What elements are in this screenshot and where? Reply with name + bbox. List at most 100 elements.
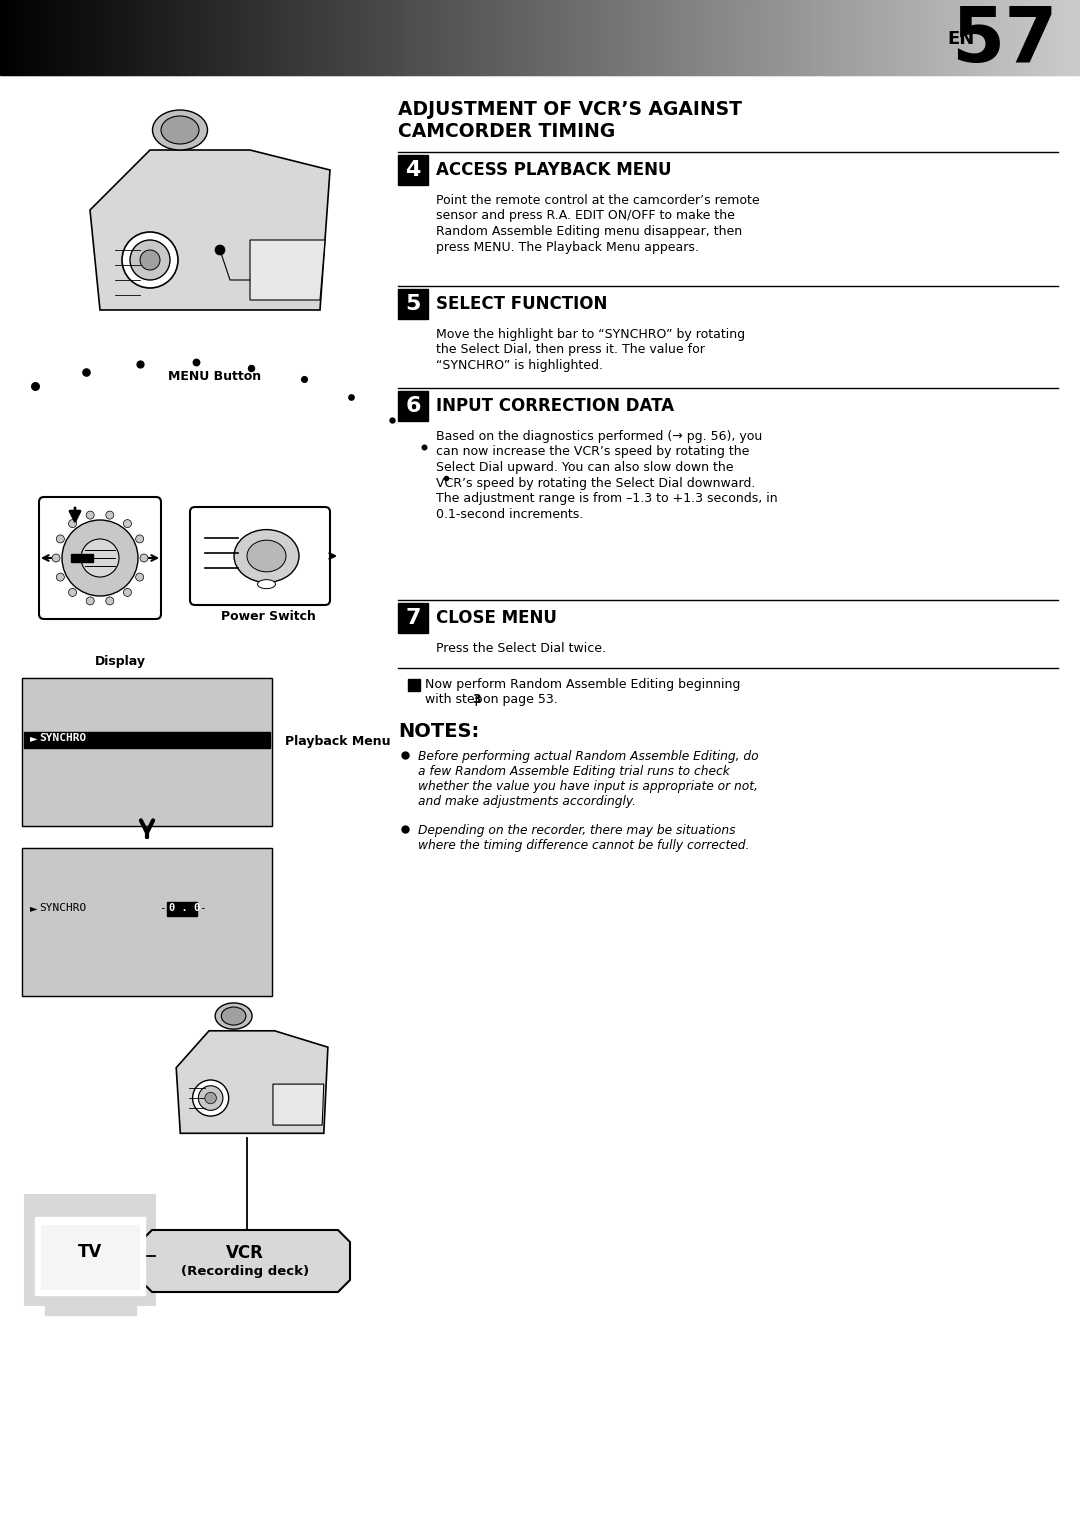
Bar xyxy=(9,0,12,75)
Ellipse shape xyxy=(215,1003,252,1029)
Text: with step: with step xyxy=(426,693,486,707)
Bar xyxy=(1077,0,1080,75)
Bar xyxy=(607,0,611,75)
Circle shape xyxy=(52,553,60,563)
Bar xyxy=(117,0,120,75)
Bar xyxy=(470,0,473,75)
Bar xyxy=(629,0,633,75)
Bar xyxy=(855,0,860,75)
Bar xyxy=(1072,0,1076,75)
Bar xyxy=(657,0,660,75)
Bar xyxy=(346,0,349,75)
Bar xyxy=(907,0,910,75)
Bar xyxy=(416,0,419,75)
Bar xyxy=(261,0,266,75)
Text: can now increase the VCR’s speed by rotating the: can now increase the VCR’s speed by rota… xyxy=(436,446,750,458)
Bar xyxy=(554,0,557,75)
Bar xyxy=(918,0,921,75)
Bar xyxy=(661,0,665,75)
Bar xyxy=(567,0,570,75)
Bar xyxy=(737,0,741,75)
Bar xyxy=(160,0,163,75)
Bar xyxy=(538,0,541,75)
Text: Now perform Random Assemble Editing beginning: Now perform Random Assemble Editing begi… xyxy=(426,678,741,691)
Bar xyxy=(167,0,171,75)
Bar xyxy=(581,0,584,75)
Bar xyxy=(585,0,590,75)
Bar xyxy=(635,0,638,75)
Bar xyxy=(76,0,79,75)
Bar xyxy=(348,0,352,75)
Bar xyxy=(44,1305,135,1315)
Bar xyxy=(216,0,219,75)
Bar xyxy=(864,0,867,75)
Bar xyxy=(495,0,498,75)
Bar xyxy=(832,0,835,75)
Bar xyxy=(756,0,759,75)
Bar xyxy=(667,0,671,75)
Bar xyxy=(513,0,516,75)
Bar xyxy=(486,0,489,75)
Bar xyxy=(1024,0,1027,75)
Circle shape xyxy=(192,1081,229,1116)
Bar xyxy=(632,0,635,75)
Bar xyxy=(184,0,187,75)
Text: SYNCHRO: SYNCHRO xyxy=(39,903,86,914)
Bar xyxy=(1029,0,1032,75)
Bar xyxy=(886,0,889,75)
Bar xyxy=(315,0,320,75)
Bar xyxy=(30,0,33,75)
Bar xyxy=(63,0,66,75)
Bar xyxy=(399,602,428,633)
Circle shape xyxy=(86,510,94,520)
Bar xyxy=(484,0,487,75)
Bar xyxy=(475,0,478,75)
Bar xyxy=(22,678,272,826)
Bar xyxy=(1037,0,1040,75)
Bar xyxy=(491,0,495,75)
Bar xyxy=(734,0,738,75)
Text: ON: ON xyxy=(159,748,173,757)
Bar xyxy=(956,0,959,75)
Bar xyxy=(970,0,973,75)
Circle shape xyxy=(56,573,65,581)
Bar xyxy=(380,0,384,75)
Bar xyxy=(972,0,975,75)
Bar xyxy=(613,0,617,75)
Bar xyxy=(963,0,968,75)
Bar xyxy=(143,0,147,75)
Bar xyxy=(423,0,428,75)
Bar xyxy=(18,0,23,75)
Bar xyxy=(391,0,395,75)
Polygon shape xyxy=(90,150,330,310)
Text: 48kHz: 48kHz xyxy=(44,701,78,710)
Text: ►: ► xyxy=(30,733,38,744)
Bar xyxy=(22,848,272,996)
Bar xyxy=(689,0,692,75)
Bar xyxy=(175,0,179,75)
Bar xyxy=(232,0,235,75)
Bar xyxy=(135,0,138,75)
Bar xyxy=(518,0,522,75)
Bar xyxy=(589,0,592,75)
Text: 5: 5 xyxy=(405,294,421,314)
Bar xyxy=(672,0,676,75)
Bar xyxy=(162,0,165,75)
Bar xyxy=(229,0,233,75)
Bar xyxy=(522,0,525,75)
Bar xyxy=(397,0,401,75)
Polygon shape xyxy=(273,1084,324,1125)
Bar xyxy=(306,0,309,75)
Bar xyxy=(551,0,554,75)
Bar xyxy=(279,0,282,75)
Bar xyxy=(197,0,201,75)
Bar xyxy=(294,0,298,75)
Bar xyxy=(488,0,492,75)
Bar xyxy=(570,0,573,75)
Ellipse shape xyxy=(257,579,275,589)
Bar xyxy=(32,0,36,75)
Bar xyxy=(819,0,822,75)
Bar xyxy=(408,679,420,691)
Bar xyxy=(326,0,330,75)
Bar xyxy=(146,0,149,75)
